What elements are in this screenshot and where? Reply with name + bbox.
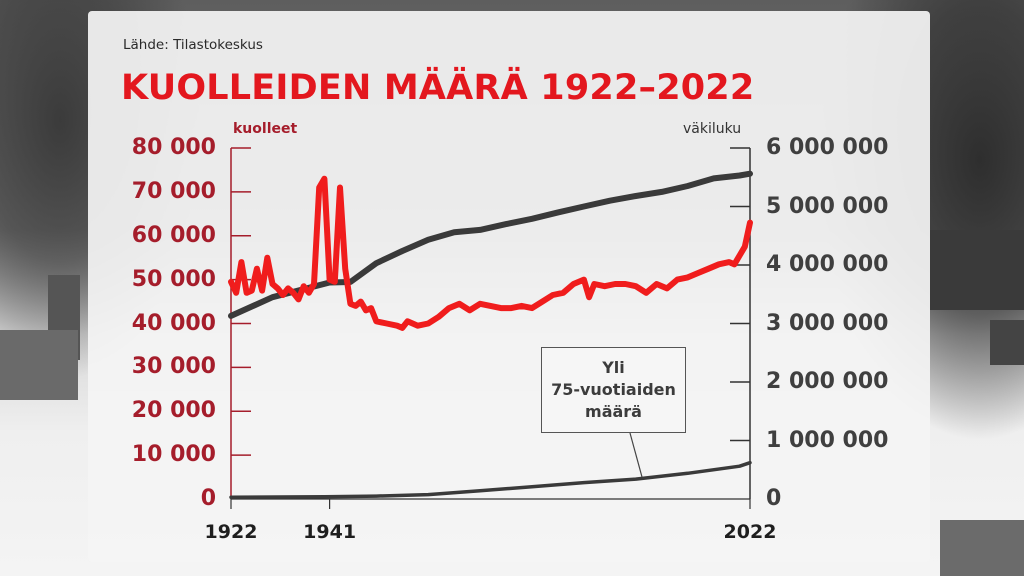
- annotation-line-3: määrä: [585, 402, 642, 421]
- left-axis-tick-label: 20 000: [131, 398, 216, 424]
- left-axis-tick-label: 10 000: [131, 442, 216, 468]
- annotation-leader-line: [629, 432, 643, 478]
- right-axis-title: väkiluku: [683, 121, 742, 137]
- chart-title: KUOLLEIDEN MÄÄRÄ 1922–2022: [121, 68, 755, 108]
- right-axis-tick-label: 1 000 000: [766, 427, 889, 453]
- left-axis-tick-label: 30 000: [131, 354, 216, 380]
- right-axis-tick-label: 6 000 000: [766, 135, 889, 160]
- gravestone-decoration: [0, 330, 78, 400]
- left-axis-title: kuolleet: [233, 121, 298, 137]
- right-axis-tick-label: 0: [766, 486, 782, 511]
- right-axis-tick-label: 2 000 000: [766, 369, 889, 394]
- left-axis-tick-label: 60 000: [131, 222, 216, 248]
- population-line: [228, 170, 753, 319]
- right-axis-tick-label: 5 000 000: [766, 193, 889, 219]
- right-axis-tick-label: 3 000 000: [766, 310, 889, 336]
- left-axis-tick-label: 50 000: [131, 266, 216, 292]
- left-axis-tick-label: 80 000: [131, 135, 216, 160]
- deaths-line: [228, 175, 753, 331]
- annotation-line-2: 75-vuotiaiden: [551, 380, 676, 399]
- chart-card: [88, 11, 930, 562]
- gravestone-decoration: [990, 320, 1024, 365]
- left-axis-tick-label: 70 000: [131, 178, 216, 204]
- annotation-line-1: Yli: [602, 358, 625, 377]
- gravestone-decoration: [940, 520, 1024, 576]
- source-label: Lähde: Tilastokeskus: [123, 37, 263, 53]
- x-axis-tick-label: 1922: [204, 521, 258, 543]
- x-axis-tick-label: 2022: [723, 521, 777, 543]
- left-axis-tick-label: 40 000: [131, 310, 216, 336]
- x-axis-tick-label: 1941: [303, 521, 357, 543]
- gravestone-decoration: [930, 230, 1024, 310]
- over75-line: [229, 460, 752, 499]
- left-axis-tick-label: 0: [200, 486, 216, 511]
- chart-axes: [230, 147, 751, 509]
- over75-annotation-box: Yli 75-vuotiaiden määrä: [541, 347, 686, 433]
- right-axis-tick-label: 4 000 000: [766, 252, 889, 277]
